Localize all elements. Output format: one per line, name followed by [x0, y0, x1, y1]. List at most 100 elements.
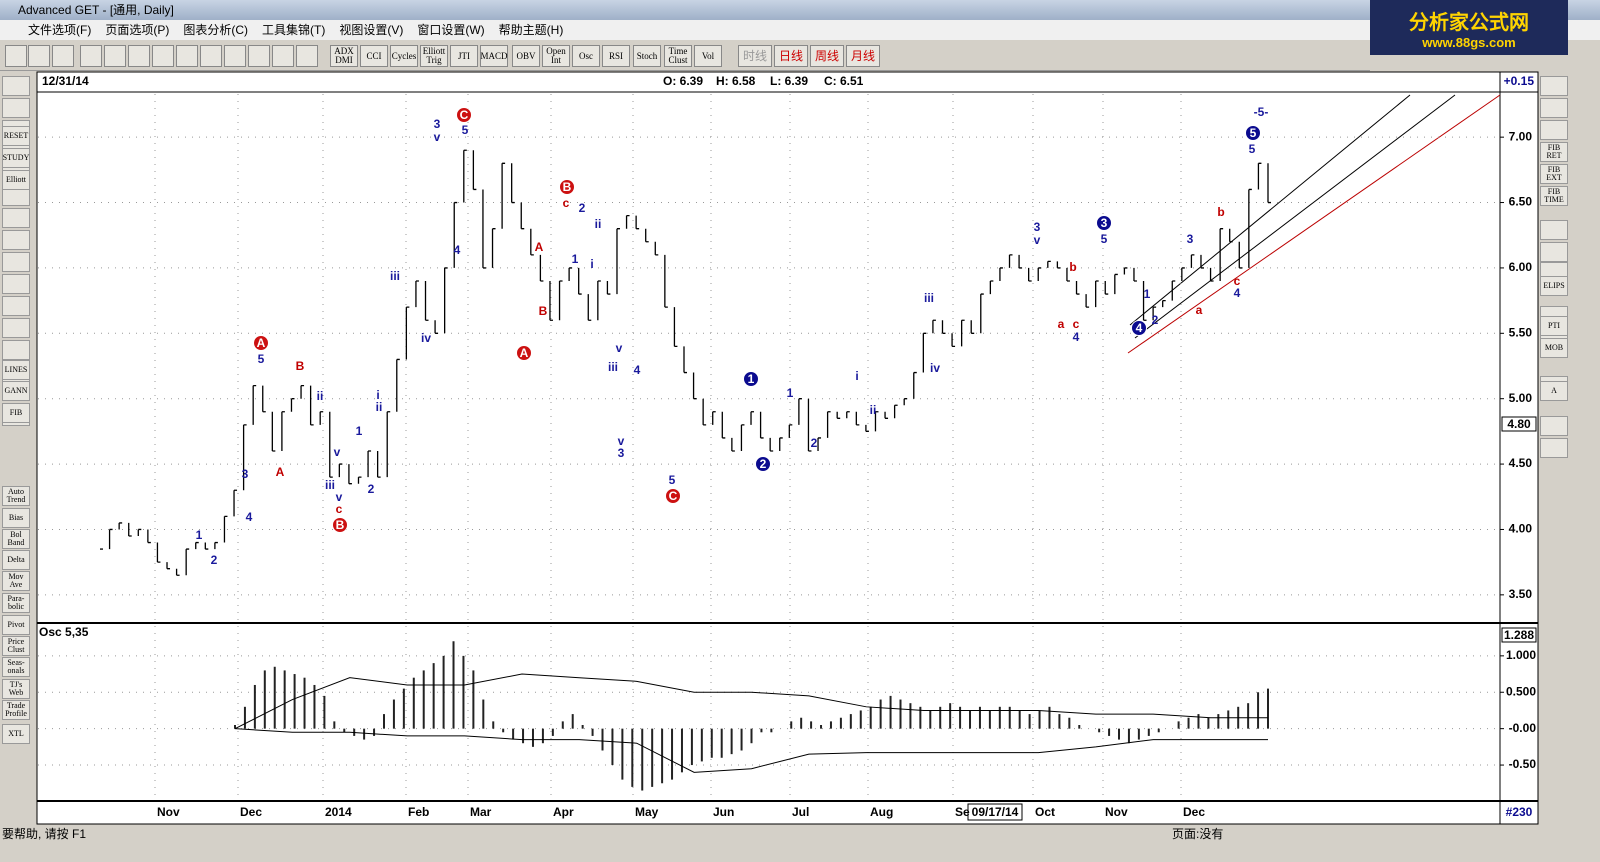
indicator-button[interactable]: Osc [572, 45, 600, 67]
price-bar [1190, 254, 1195, 268]
tool-button[interactable]: Para-bolic [2, 593, 30, 613]
osc-value: 1.288 [1504, 628, 1534, 642]
icon-button[interactable] [176, 45, 198, 67]
price-bar [539, 254, 544, 282]
price-bar [960, 319, 965, 347]
cursor-price: 4.80 [1507, 417, 1531, 431]
tool-button[interactable]: XTL [2, 724, 30, 744]
price-bar [204, 542, 209, 550]
indicator-button[interactable]: OBV [512, 45, 540, 67]
menu-item[interactable]: 窗口设置(W) [417, 23, 485, 37]
icon-button[interactable] [80, 45, 102, 67]
tool-button[interactable]: FIB TIME [1540, 186, 1568, 206]
price-bar [893, 404, 898, 419]
indicator-button[interactable]: RSI [602, 45, 630, 67]
tool-button[interactable]: Elliott [2, 170, 30, 190]
tool-button[interactable]: Trade Profile [2, 700, 30, 720]
tool-icon[interactable] [2, 76, 30, 96]
tool-button[interactable]: Pivot [2, 615, 30, 635]
period-button[interactable]: 日线 [774, 45, 808, 67]
indicator-button[interactable]: ADX DMI [330, 45, 358, 67]
price-bar [664, 254, 668, 308]
tool-button[interactable]: TJ's Web [2, 679, 30, 699]
tool-button[interactable]: A [1540, 381, 1568, 401]
tool-button[interactable]: FIB [2, 403, 30, 423]
icon-button[interactable] [5, 45, 27, 67]
tool-icon[interactable] [2, 318, 30, 338]
tool-button[interactable]: ELIPS [1540, 276, 1568, 296]
icon-button[interactable] [272, 45, 294, 67]
period-button[interactable]: 周线 [810, 45, 844, 67]
indicator-button[interactable]: Time Clust [664, 45, 692, 67]
tool-icon[interactable] [2, 208, 30, 228]
indicator-button[interactable]: Cycles [390, 45, 418, 67]
menu-item[interactable]: 帮助主题(H) [498, 23, 564, 37]
indicator-button[interactable]: Elliott Trig [420, 45, 448, 67]
tool-button[interactable]: Price Clust [2, 636, 30, 656]
wave-label: 4 [454, 243, 461, 257]
indicator-button[interactable]: Vol [694, 45, 722, 67]
tool-icon[interactable] [2, 98, 30, 118]
icon-button[interactable] [128, 45, 150, 67]
status-page: 页面:没有 [1172, 826, 1223, 841]
tool-icon[interactable] [2, 274, 30, 294]
price-bar [137, 528, 142, 536]
tool-button[interactable]: Bol Band [2, 529, 30, 549]
tool-icon[interactable] [1540, 438, 1568, 458]
tool-button[interactable]: MOB [1540, 338, 1568, 358]
icon-button[interactable] [28, 45, 50, 67]
tool-icon[interactable] [1540, 242, 1568, 262]
wave-label: 1 [356, 424, 363, 438]
tool-icon[interactable] [1540, 120, 1568, 140]
period-button[interactable]: 月线 [846, 45, 880, 67]
tool-icon[interactable] [1540, 98, 1568, 118]
price-bar [472, 150, 477, 191]
menu-item[interactable]: 视图设置(V) [339, 23, 404, 37]
tool-icon[interactable] [2, 230, 30, 250]
icon-button[interactable] [52, 45, 74, 67]
tool-button[interactable]: Mov Ave [2, 571, 30, 591]
tool-button[interactable]: RESET [2, 126, 30, 146]
ohlc-close: C: 6.51 [824, 74, 864, 88]
tool-button[interactable]: STUDY [2, 148, 30, 168]
icon-button[interactable] [224, 45, 246, 67]
tool-icon[interactable] [1540, 416, 1568, 436]
icon-button[interactable] [296, 45, 318, 67]
indicator-button[interactable]: Open Int [542, 45, 570, 67]
tool-button[interactable]: LINES [2, 360, 30, 380]
tool-button[interactable]: FIB EXT [1540, 164, 1568, 184]
icon-button[interactable] [152, 45, 174, 67]
menu-item[interactable]: 图表分析(C) [183, 23, 248, 37]
tool-button[interactable]: Bias [2, 508, 30, 528]
tool-button[interactable]: Seas-onals [2, 657, 30, 677]
menu-item[interactable]: 文件选项(F) [28, 23, 92, 37]
price-bar [788, 424, 793, 438]
icon-button[interactable] [248, 45, 270, 67]
price-bar [1056, 261, 1061, 269]
tool-button[interactable]: GANN [2, 381, 30, 401]
menu-item[interactable]: 页面选项(P) [105, 23, 170, 37]
menu-item[interactable]: 工具集锦(T) [262, 23, 326, 37]
indicator-button[interactable]: CCI [360, 45, 388, 67]
tool-icon[interactable] [2, 340, 30, 360]
indicator-button[interactable]: Stoch [633, 45, 661, 67]
icon-button[interactable] [200, 45, 222, 67]
period-button[interactable]: 时线 [738, 45, 772, 67]
tool-button[interactable]: PTI [1540, 316, 1568, 336]
tool-icon[interactable] [1540, 220, 1568, 240]
tool-icon[interactable] [1540, 76, 1568, 96]
icon-button[interactable] [104, 45, 126, 67]
indicator-button[interactable]: JTI [450, 45, 478, 67]
tool-button[interactable]: FIB RET [1540, 142, 1568, 162]
tool-icon[interactable] [2, 296, 30, 316]
logo: 分析家公式网 www.88gs.com [1370, 0, 1568, 55]
x-tick-label: May [635, 805, 659, 819]
wave-label: iv [930, 361, 940, 375]
tool-icon[interactable] [2, 252, 30, 272]
wave-label: v [1034, 233, 1041, 247]
indicator-button[interactable]: MACD [480, 45, 508, 67]
tool-button[interactable]: Auto Trend [2, 486, 30, 506]
price-bar [1085, 294, 1090, 308]
wave-label: 1 [572, 252, 579, 266]
tool-button[interactable]: Delta [2, 550, 30, 570]
